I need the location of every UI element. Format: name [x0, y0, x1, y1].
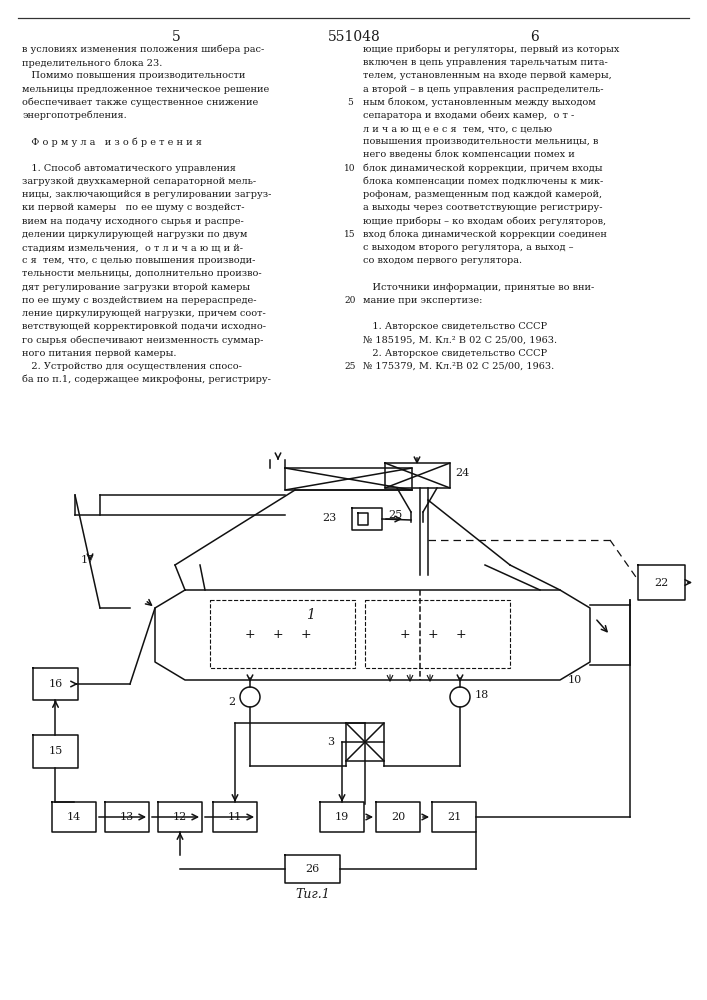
- Text: повышения производительности мельницы, в: повышения производительности мельницы, в: [363, 137, 598, 146]
- Text: в условиях изменения положения шибера рас-: в условиях изменения положения шибера ра…: [22, 45, 264, 54]
- Text: 10: 10: [568, 675, 582, 685]
- Text: блок динамической коррекции, причем входы: блок динамической коррекции, причем вход…: [363, 164, 602, 173]
- Text: рофонам, размещенным под каждой камерой,: рофонам, размещенным под каждой камерой,: [363, 190, 602, 199]
- Text: Помимо повышения производительности: Помимо повышения производительности: [22, 71, 245, 80]
- Text: 5: 5: [172, 30, 180, 44]
- Text: 14: 14: [67, 812, 81, 822]
- Text: с я  тем, что, с целью повышения производи-: с я тем, что, с целью повышения производ…: [22, 256, 255, 265]
- Text: 2: 2: [228, 697, 235, 707]
- Text: сепаратора и входами обеих камер,  о т -: сепаратора и входами обеих камер, о т -: [363, 111, 574, 120]
- Text: 15: 15: [48, 746, 63, 756]
- Text: 25: 25: [344, 362, 356, 371]
- Text: тельности мельницы, дополнительно произво-: тельности мельницы, дополнительно произв…: [22, 269, 262, 278]
- Text: с выходом второго регулятора, а выход –: с выходом второго регулятора, а выход –: [363, 243, 573, 252]
- Text: 12: 12: [173, 812, 187, 822]
- Text: мание при экспертизе:: мание при экспертизе:: [363, 296, 482, 305]
- Text: 13: 13: [120, 812, 134, 822]
- Text: 1. Авторское свидетельство СССР: 1. Авторское свидетельство СССР: [363, 322, 547, 331]
- Text: 22: 22: [655, 578, 669, 587]
- Text: 24: 24: [455, 468, 469, 478]
- Text: ющие приборы – ко входам обоих регуляторов,: ющие приборы – ко входам обоих регулятор…: [363, 217, 606, 226]
- Text: 17: 17: [81, 555, 95, 565]
- Text: 551048: 551048: [327, 30, 380, 44]
- Text: стадиям измельчения,  о т л и ч а ю щ и й-: стадиям измельчения, о т л и ч а ю щ и й…: [22, 243, 243, 252]
- Text: ным блоком, установленным между выходом: ным блоком, установленным между выходом: [363, 98, 596, 107]
- Text: ки первой камеры   по ее шуму с воздейст-: ки первой камеры по ее шуму с воздейст-: [22, 203, 245, 212]
- Text: загрузкой двухкамерной сепараторной мель-: загрузкой двухкамерной сепараторной мель…: [22, 177, 256, 186]
- Text: мельницы предложенное техническое решение: мельницы предложенное техническое решени…: [22, 85, 269, 94]
- Text: ветствующей корректировкой подачи исходно-: ветствующей корректировкой подачи исходн…: [22, 322, 266, 331]
- Text: 3: 3: [327, 737, 334, 747]
- Text: 2. Авторское свидетельство СССР: 2. Авторское свидетельство СССР: [363, 349, 547, 358]
- Text: а второй – в цепь управления распределитель-: а второй – в цепь управления распределит…: [363, 85, 604, 94]
- Text: 20: 20: [391, 812, 405, 822]
- Text: 16: 16: [48, 679, 63, 689]
- Text: включен в цепь управления тарельчатым пита-: включен в цепь управления тарельчатым пи…: [363, 58, 608, 67]
- Text: вход блока динамической коррекции соединен: вход блока динамической коррекции соедин…: [363, 230, 607, 239]
- Text: него введены блок компенсации помех и: него введены блок компенсации помех и: [363, 151, 575, 160]
- Text: Ф о р м у л а   и з о б р е т е н и я: Ф о р м у л а и з о б р е т е н и я: [22, 137, 202, 147]
- Text: 6: 6: [531, 30, 539, 44]
- Text: +: +: [399, 628, 410, 641]
- Text: го сырья обеспечивают неизменность суммар-: го сырья обеспечивают неизменность сумма…: [22, 335, 264, 345]
- Circle shape: [240, 687, 260, 707]
- Text: дят регулирование загрузки второй камеры: дят регулирование загрузки второй камеры: [22, 283, 250, 292]
- Text: 23: 23: [323, 513, 337, 523]
- Text: 2. Устройство для осуществления спосо-: 2. Устройство для осуществления спосо-: [22, 362, 242, 371]
- Text: +: +: [428, 628, 438, 641]
- Text: делении циркулирующей нагрузки по двум: делении циркулирующей нагрузки по двум: [22, 230, 247, 239]
- Text: 21: 21: [447, 812, 461, 822]
- Text: со входом первого регулятора.: со входом первого регулятора.: [363, 256, 522, 265]
- Text: 15: 15: [344, 230, 356, 239]
- Text: ного питания первой камеры.: ного питания первой камеры.: [22, 349, 177, 358]
- Text: 11: 11: [228, 812, 242, 822]
- Text: блока компенсации помех подключены к мик-: блока компенсации помех подключены к мик…: [363, 177, 603, 186]
- Text: пределительного блока 23.: пределительного блока 23.: [22, 58, 163, 68]
- Text: 1: 1: [305, 608, 315, 622]
- Text: 20: 20: [344, 296, 356, 305]
- Text: № 185195, М. Кл.² В 02 С 25/00, 1963.: № 185195, М. Кл.² В 02 С 25/00, 1963.: [363, 335, 557, 344]
- Text: 10: 10: [344, 164, 356, 173]
- Text: вием на подачу исходного сырья и распре-: вием на подачу исходного сырья и распре-: [22, 217, 244, 226]
- Text: Источники информации, принятые во вни-: Источники информации, принятые во вни-: [363, 283, 595, 292]
- Text: Τиг.1: Τиг.1: [295, 888, 330, 901]
- Text: +: +: [456, 628, 467, 641]
- Text: ницы, заключающийся в регулировании загруз-: ницы, заключающийся в регулировании загр…: [22, 190, 271, 199]
- Text: +: +: [273, 628, 284, 641]
- Text: +: +: [245, 628, 255, 641]
- Text: ющие приборы и регуляторы, первый из которых: ющие приборы и регуляторы, первый из кот…: [363, 45, 619, 54]
- Text: л и ч а ю щ е е с я  тем, что, с целью: л и ч а ю щ е е с я тем, что, с целью: [363, 124, 552, 133]
- Text: а выходы через соответствующие регистриру-: а выходы через соответствующие регистрир…: [363, 203, 602, 212]
- Text: энергопотребления.: энергопотребления.: [22, 111, 127, 120]
- Text: 5: 5: [347, 98, 353, 107]
- Text: обеспечивает также существенное снижение: обеспечивает также существенное снижение: [22, 98, 258, 107]
- Text: +: +: [300, 628, 311, 641]
- Text: 26: 26: [305, 864, 320, 874]
- Text: 19: 19: [335, 812, 349, 822]
- Text: № 175379, М. Кл.²В 02 С 25/00, 1963.: № 175379, М. Кл.²В 02 С 25/00, 1963.: [363, 362, 554, 371]
- Text: по ее шуму с воздействием на перераспреде-: по ее шуму с воздействием на перераспред…: [22, 296, 257, 305]
- Text: ба по п.1, содержащее микрофоны, регистриру-: ба по п.1, содержащее микрофоны, регистр…: [22, 375, 271, 384]
- Text: 18: 18: [475, 690, 489, 700]
- Circle shape: [450, 687, 470, 707]
- Text: телем, установленным на входе первой камеры,: телем, установленным на входе первой кам…: [363, 71, 612, 80]
- Text: ление циркулирующей нагрузки, причем соот-: ление циркулирующей нагрузки, причем соо…: [22, 309, 266, 318]
- Text: 1. Способ автоматического управления: 1. Способ автоматического управления: [22, 164, 236, 173]
- Text: 25: 25: [388, 510, 402, 520]
